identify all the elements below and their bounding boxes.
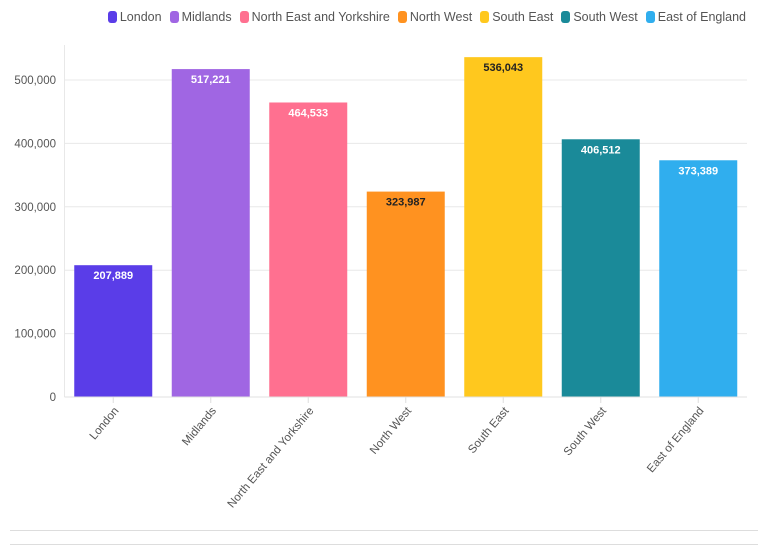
legend-label: South West	[573, 10, 638, 24]
legend: London Midlands North East and Yorkshire No…	[107, 10, 746, 24]
legend-swatch	[397, 11, 407, 23]
data-label: 373,389	[678, 165, 718, 177]
bar	[464, 57, 543, 397]
legend-label: North East and Yorkshire	[251, 10, 390, 24]
legend-item[interactable]: North West	[397, 10, 473, 24]
legend-item[interactable]: South West	[561, 10, 638, 24]
legend-item[interactable]: East of England	[645, 10, 746, 24]
bar	[74, 265, 153, 397]
legend-swatch	[561, 11, 571, 23]
divider	[10, 530, 758, 531]
legend-label: North West	[409, 10, 473, 24]
x-tick-label: London	[88, 405, 122, 442]
x-tick-label: North East and Yorkshire	[226, 405, 317, 510]
bar	[171, 69, 250, 398]
legend-swatch	[107, 11, 117, 23]
legend-label: East of England	[657, 10, 746, 24]
legend-item[interactable]: South East	[480, 10, 553, 24]
y-tick-label: 200,000	[14, 265, 56, 277]
data-label: 464,533	[288, 107, 328, 119]
bar	[561, 139, 640, 397]
bar	[366, 191, 445, 397]
legend-swatch	[480, 11, 490, 23]
data-label: 517,221	[191, 74, 231, 86]
x-tick-label: North West	[368, 405, 415, 457]
data-label: 323,987	[386, 197, 426, 209]
y-tick-label: 500,000	[14, 75, 56, 87]
y-tick-label: 400,000	[14, 138, 56, 150]
data-label: 536,043	[483, 62, 523, 74]
x-tick-label: South East	[466, 405, 512, 456]
divider	[10, 544, 758, 545]
legend-label: Midlands	[181, 10, 232, 24]
bar	[269, 102, 348, 397]
x-tick-label: East of England	[645, 405, 706, 475]
legend-item[interactable]: London	[107, 10, 162, 24]
legend-swatch	[169, 11, 179, 23]
legend-item[interactable]: Midlands	[169, 10, 232, 24]
x-tick-label: South West	[562, 405, 610, 459]
legend-label: London	[119, 10, 162, 24]
data-label: 207,889	[93, 270, 133, 282]
data-label: 406,512	[581, 144, 621, 156]
legend-item[interactable]: North East and Yorkshire	[239, 10, 390, 24]
bar	[659, 160, 738, 397]
y-tick-label: 300,000	[14, 202, 56, 214]
legend-label: South East	[492, 10, 554, 24]
x-tick-label: Midlands	[180, 405, 219, 448]
y-tick-label: 100,000	[14, 329, 56, 341]
legend-swatch	[239, 11, 249, 23]
legend-swatch	[645, 11, 655, 23]
y-tick-label: 0	[50, 392, 56, 404]
